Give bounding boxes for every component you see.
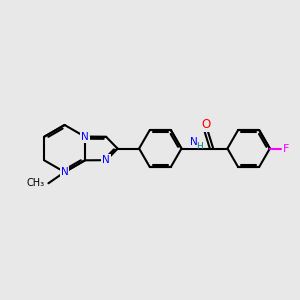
Text: F: F <box>283 143 289 154</box>
Text: N: N <box>102 155 110 165</box>
Text: CH₃: CH₃ <box>27 178 45 188</box>
Text: O: O <box>201 118 210 131</box>
Text: N: N <box>81 132 89 142</box>
Text: N: N <box>61 167 68 177</box>
Text: H: H <box>196 142 203 151</box>
Text: N: N <box>190 137 198 147</box>
